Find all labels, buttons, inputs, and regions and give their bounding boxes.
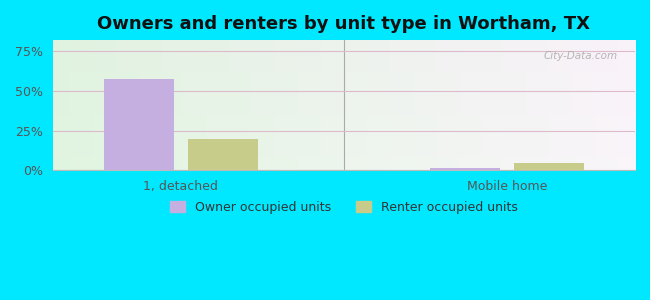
Legend: Owner occupied units, Renter occupied units: Owner occupied units, Renter occupied un… — [165, 196, 523, 219]
Bar — [430, 168, 500, 170]
Bar — [104, 79, 174, 170]
Text: City-Data.com: City-Data.com — [543, 50, 618, 61]
Bar — [514, 163, 584, 170]
Title: Owners and renters by unit type in Wortham, TX: Owners and renters by unit type in Worth… — [98, 15, 590, 33]
Bar — [188, 139, 257, 170]
